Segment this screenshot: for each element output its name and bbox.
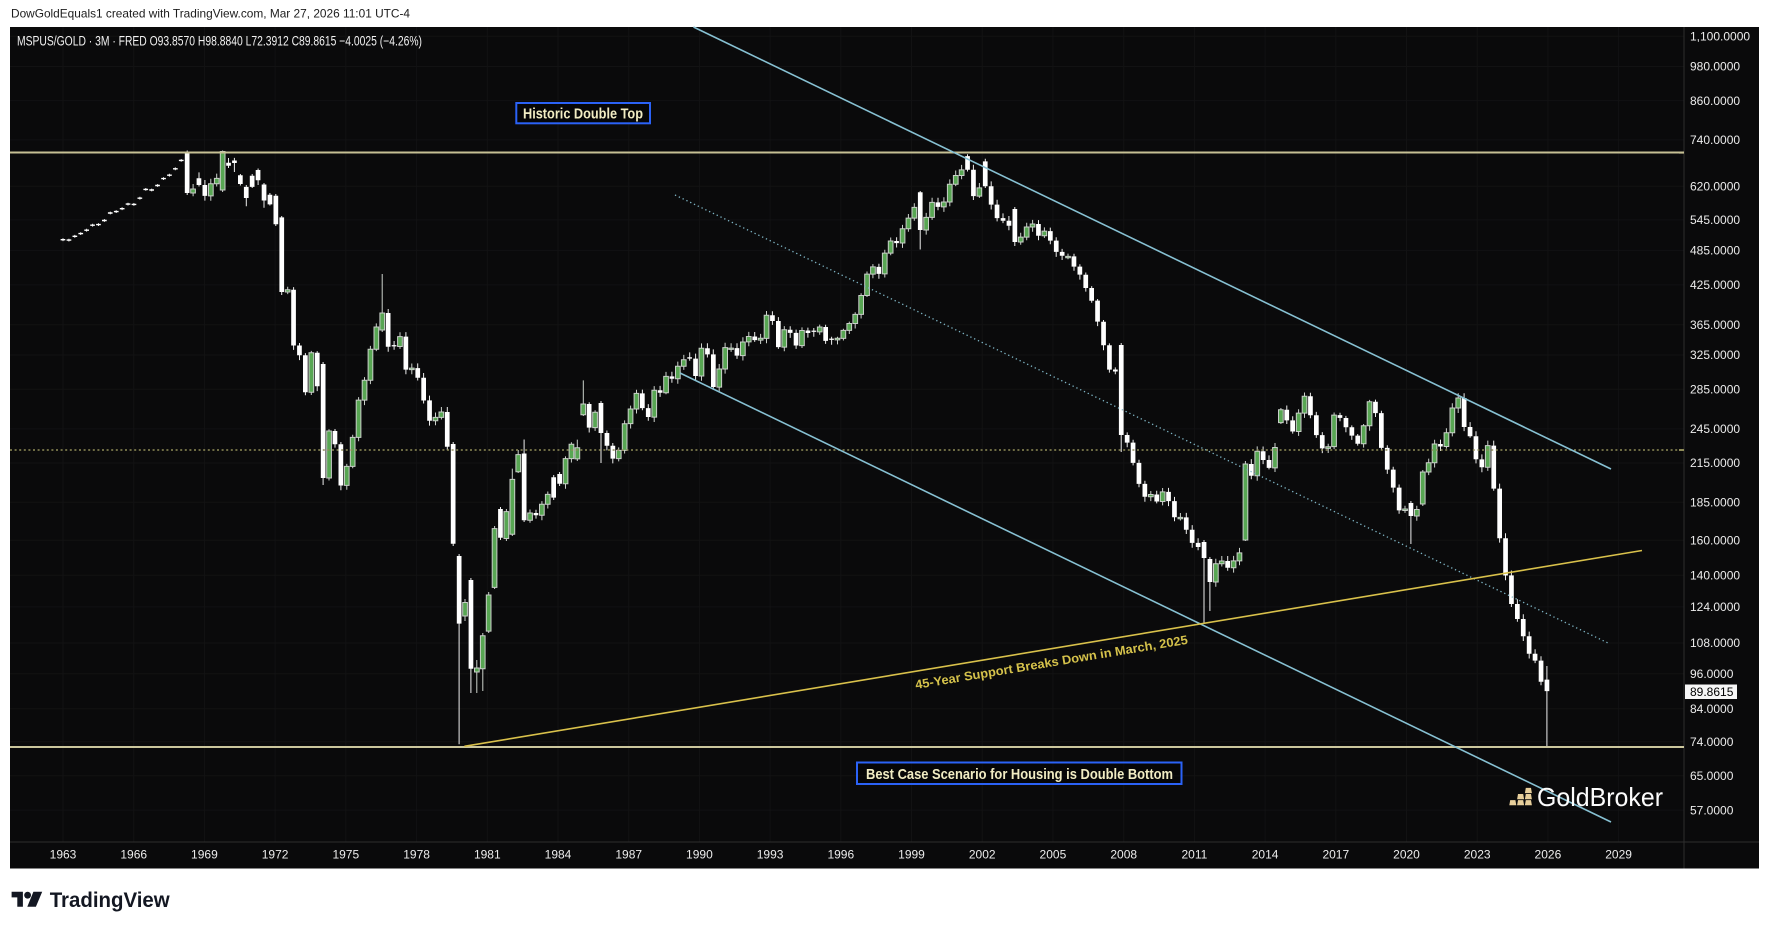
svg-text:285.0000: 285.0000: [1690, 383, 1740, 397]
svg-text:2005: 2005: [1040, 848, 1067, 862]
svg-text:1987: 1987: [615, 848, 642, 862]
svg-text:980.0000: 980.0000: [1690, 60, 1740, 74]
svg-text:TradingView: TradingView: [50, 889, 171, 912]
svg-text:860.0000: 860.0000: [1690, 94, 1740, 108]
svg-text:740.0000: 740.0000: [1690, 133, 1740, 147]
svg-text:185.0000: 185.0000: [1690, 496, 1740, 510]
svg-text:620.0000: 620.0000: [1690, 179, 1740, 193]
svg-text:96.0000: 96.0000: [1690, 667, 1734, 681]
svg-text:160.0000: 160.0000: [1690, 534, 1740, 548]
svg-text:485.0000: 485.0000: [1690, 244, 1740, 258]
svg-text:1963: 1963: [50, 848, 77, 862]
svg-text:74.0000: 74.0000: [1690, 735, 1734, 749]
svg-text:140.0000: 140.0000: [1690, 568, 1740, 582]
svg-text:2020: 2020: [1393, 848, 1420, 862]
svg-text:124.0000: 124.0000: [1690, 600, 1740, 614]
svg-text:1972: 1972: [262, 848, 289, 862]
svg-text:1975: 1975: [332, 848, 359, 862]
svg-text:1,100.0000: 1,100.0000: [1690, 30, 1750, 44]
svg-text:215.0000: 215.0000: [1690, 456, 1740, 470]
svg-text:1969: 1969: [191, 848, 218, 862]
svg-text:1999: 1999: [898, 848, 925, 862]
svg-text:57.0000: 57.0000: [1690, 803, 1734, 817]
svg-text:2011: 2011: [1181, 848, 1207, 862]
svg-text:108.0000: 108.0000: [1690, 636, 1740, 650]
svg-text:2017: 2017: [1322, 848, 1349, 862]
svg-text:Best Case Scenario for Housing: Best Case Scenario for Housing is Double…: [866, 766, 1173, 783]
svg-text:MSPUS/GOLD · 3M · FRED O93.85: MSPUS/GOLD · 3M · FRED O93.8570 H98.8840…: [17, 34, 422, 49]
svg-text:DowGoldEquals1 created with Tr: DowGoldEquals1 created with TradingView.…: [11, 7, 410, 21]
svg-text:65.0000: 65.0000: [1690, 769, 1734, 783]
svg-text:2008: 2008: [1110, 848, 1137, 862]
svg-text:1990: 1990: [686, 848, 713, 862]
svg-text:84.0000: 84.0000: [1690, 702, 1734, 716]
svg-text:1981: 1981: [474, 848, 501, 862]
svg-text:2026: 2026: [1535, 848, 1562, 862]
svg-text:1966: 1966: [120, 848, 147, 862]
svg-text:1996: 1996: [827, 848, 854, 862]
svg-text:545.0000: 545.0000: [1690, 213, 1740, 227]
svg-text:GoldBroker: GoldBroker: [1537, 782, 1663, 812]
svg-text:Historic Double Top: Historic Double Top: [523, 106, 643, 122]
svg-text:1984: 1984: [545, 848, 572, 862]
svg-text:325.0000: 325.0000: [1690, 348, 1740, 362]
svg-text:1978: 1978: [403, 848, 430, 862]
svg-text:1993: 1993: [757, 848, 784, 862]
svg-text:365.0000: 365.0000: [1690, 318, 1740, 332]
svg-text:2002: 2002: [969, 848, 996, 862]
svg-text:425.0000: 425.0000: [1690, 278, 1740, 292]
svg-text:245.0000: 245.0000: [1690, 422, 1740, 436]
svg-text:2029: 2029: [1605, 848, 1632, 862]
svg-text:2023: 2023: [1464, 848, 1491, 862]
svg-text:2014: 2014: [1252, 848, 1279, 862]
svg-text:89.8615: 89.8615: [1690, 685, 1734, 699]
